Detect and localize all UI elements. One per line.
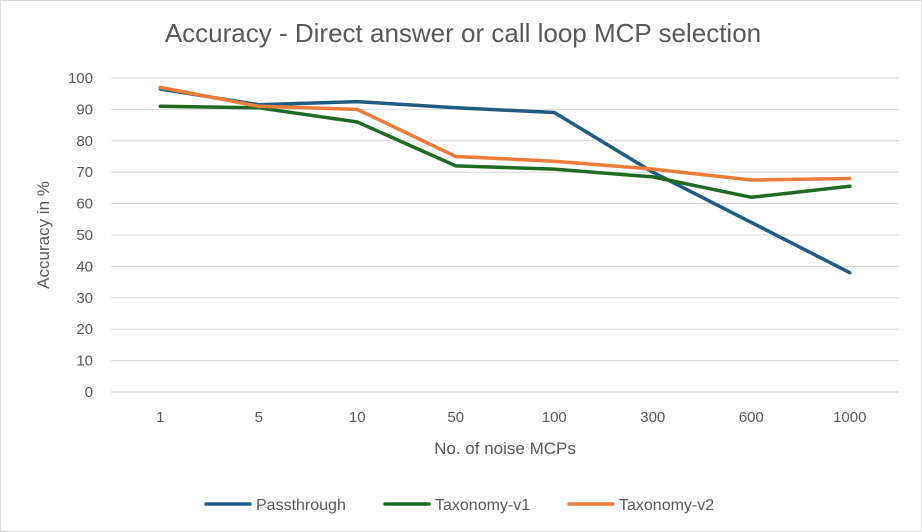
legend-item-taxonomy-v2: Taxonomy-v2 [567,497,714,514]
series-lines [158,85,852,275]
legend-item-passthrough: Passthrough [204,497,346,514]
y-tick-label: 100 [68,70,93,87]
legend-label: Taxonomy-v1 [435,497,530,514]
series-line-passthrough [158,87,852,275]
y-tick-label: 10 [76,353,93,370]
legend-label: Passthrough [256,497,346,514]
series-line-taxonomy-v1 [158,104,852,200]
y-tick-label: 80 [76,133,93,150]
gridlines [111,77,899,362]
x-axis-ticks: 1 5 10 50 100 300 600 1000 [156,409,866,426]
x-axis-title: No. of noise MCPs [434,439,576,458]
x-tick-label: 100 [542,409,567,426]
y-tick-label: 60 [76,196,93,213]
y-axis-ticks: 0 10 20 30 40 50 60 70 80 90 100 [68,70,93,401]
legend: Passthrough Taxonomy-v1 Taxonomy-v2 [204,497,714,514]
x-tick-label: 300 [640,409,665,426]
y-tick-label: 70 [76,164,93,181]
y-tick-label: 90 [76,101,93,118]
y-tick-label: 20 [76,321,93,338]
series-line-taxonomy-v2 [158,85,852,182]
y-tick-label: 50 [76,227,93,244]
y-tick-label: 30 [76,290,93,307]
x-tick-label: 1 [156,409,164,426]
y-axis-title: Accuracy in % [34,181,53,289]
legend-item-taxonomy-v1: Taxonomy-v1 [383,497,530,514]
x-tick-label: 600 [739,409,764,426]
x-tick-label: 10 [349,409,366,426]
chart-title: Accuracy - Direct answer or call loop MC… [165,18,761,48]
x-tick-label: 1000 [833,409,866,426]
y-tick-label: 0 [85,384,93,401]
legend-label: Taxonomy-v2 [619,497,714,514]
x-tick-label: 5 [255,409,263,426]
x-tick-label: 50 [447,409,464,426]
y-tick-label: 40 [76,258,93,275]
